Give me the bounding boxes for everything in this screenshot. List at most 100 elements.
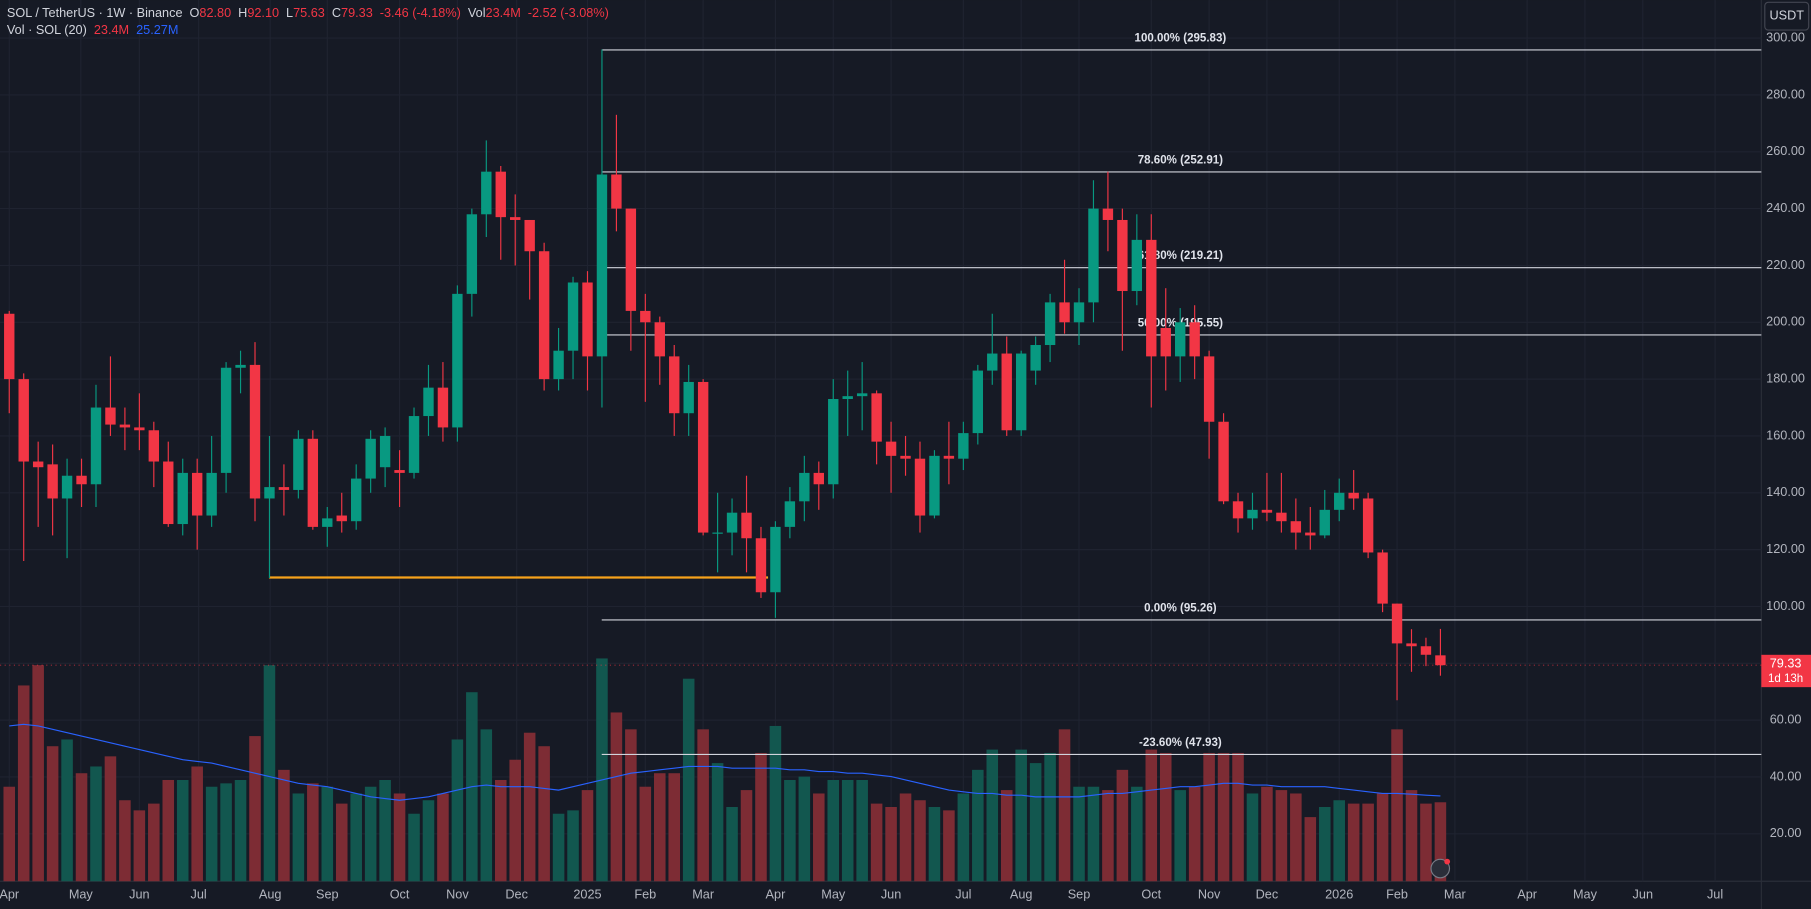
volume-bar bbox=[90, 766, 102, 882]
x-tick-label: Jun bbox=[129, 887, 149, 901]
volume-bar bbox=[957, 793, 970, 882]
candle-body bbox=[929, 455, 940, 516]
x-tick-label: Oct bbox=[390, 887, 410, 901]
volume-bar bbox=[1116, 769, 1129, 882]
volume-bar bbox=[740, 790, 753, 882]
volume-bar bbox=[1217, 752, 1230, 882]
x-tick-label: Jul bbox=[1707, 887, 1723, 901]
indicator-name: Vol · SOL (20) bbox=[7, 24, 87, 38]
y-tick-label: 200.00 bbox=[1766, 315, 1805, 329]
candle-body bbox=[1131, 239, 1143, 292]
volume-bar bbox=[1102, 790, 1114, 882]
ohlc-key: C bbox=[332, 6, 341, 20]
candle-body bbox=[206, 472, 217, 516]
candle-body bbox=[220, 367, 232, 473]
candle-body bbox=[47, 464, 58, 499]
volume-bar bbox=[191, 766, 203, 882]
candle-body bbox=[625, 208, 637, 311]
volume-bar bbox=[205, 786, 218, 882]
candle-body bbox=[18, 379, 29, 462]
replay-icon[interactable] bbox=[1430, 858, 1451, 879]
y-tick-label: 60.00 bbox=[1770, 712, 1802, 726]
volume-bar bbox=[119, 800, 131, 882]
fib-label: 100.00% (295.83) bbox=[1135, 32, 1227, 44]
candle-body bbox=[4, 313, 15, 380]
currency[interactable]: USDT bbox=[1769, 9, 1804, 23]
candle-body bbox=[134, 427, 145, 431]
volume-bar bbox=[625, 729, 637, 882]
countdown: 1d 13h bbox=[1768, 673, 1803, 685]
volume-bar bbox=[914, 800, 926, 882]
y-tick-label: 220.00 bbox=[1766, 258, 1805, 272]
candle-body bbox=[770, 526, 781, 593]
volume-bar bbox=[784, 779, 796, 882]
candle-body bbox=[1406, 643, 1417, 647]
volume-bar bbox=[278, 769, 290, 882]
y-tick-label: 240.00 bbox=[1766, 201, 1805, 215]
volume-bar bbox=[1145, 749, 1158, 882]
candle-body bbox=[423, 387, 434, 417]
price-badge bbox=[1761, 654, 1811, 688]
x-tick-label: Aug bbox=[1010, 887, 1033, 901]
x-tick-label: Apr bbox=[0, 887, 20, 901]
volume-bar bbox=[1246, 793, 1259, 882]
volume-bar bbox=[639, 786, 652, 882]
candle-body bbox=[336, 515, 347, 522]
change: -3.46 (-4.18%) bbox=[380, 6, 461, 20]
volume-bar bbox=[1362, 803, 1374, 882]
volume-bar bbox=[1333, 800, 1345, 882]
vol-value: 23.4M bbox=[486, 6, 521, 20]
candle-body bbox=[1044, 302, 1056, 346]
candle-body bbox=[1377, 552, 1388, 604]
candle-body bbox=[235, 364, 246, 368]
y-tick-label: 300.00 bbox=[1766, 30, 1805, 44]
candle-body bbox=[799, 472, 810, 502]
x-tick-label: Mar bbox=[1444, 887, 1467, 901]
candle-body bbox=[365, 438, 376, 479]
candle-body bbox=[1290, 521, 1302, 533]
x-tick-label: May bbox=[1573, 887, 1598, 901]
fib-label: 78.60% (252.91) bbox=[1138, 154, 1223, 166]
ohlc-value: 82.80 bbox=[199, 6, 231, 20]
candle-body bbox=[495, 171, 506, 218]
volume-bar bbox=[682, 678, 695, 882]
candle-body bbox=[611, 174, 622, 209]
volume-bar bbox=[1290, 793, 1302, 882]
candle-body bbox=[105, 407, 116, 425]
candle-body bbox=[1435, 655, 1446, 666]
volume-bar bbox=[408, 813, 420, 882]
candle-body bbox=[1420, 646, 1432, 655]
volume-bar bbox=[1232, 752, 1244, 882]
currency-badge[interactable] bbox=[1764, 1, 1810, 31]
candle-body bbox=[524, 219, 535, 252]
volume-bar bbox=[668, 773, 681, 882]
ohlc-key: O bbox=[190, 6, 200, 20]
candle-body bbox=[567, 282, 579, 351]
volume-bar bbox=[437, 793, 449, 882]
y-tick-label: 260.00 bbox=[1766, 144, 1805, 158]
fib-label: -23.60% (47.93) bbox=[1139, 737, 1222, 749]
x-tick-label: Feb bbox=[634, 887, 656, 901]
volume-bar bbox=[870, 803, 883, 882]
volume-bar bbox=[1044, 752, 1056, 882]
candle-body bbox=[697, 381, 709, 533]
x-tick-label: Sep bbox=[1068, 887, 1091, 901]
candle-body bbox=[842, 396, 853, 400]
volume-bar bbox=[1347, 803, 1360, 882]
candle-body bbox=[1189, 322, 1200, 357]
volume-bar bbox=[1376, 793, 1389, 882]
candle-body bbox=[972, 370, 984, 434]
candle-body bbox=[900, 455, 911, 459]
volume-bar bbox=[581, 790, 594, 882]
volume-bar bbox=[1015, 749, 1027, 882]
volume-bar bbox=[610, 712, 623, 882]
volume-bar bbox=[75, 773, 88, 882]
candle-body bbox=[1001, 353, 1012, 431]
ohlc-key: H bbox=[238, 6, 247, 20]
volume-bar bbox=[943, 810, 955, 882]
x-tick-label: May bbox=[821, 887, 846, 901]
volume-bar bbox=[393, 793, 406, 882]
candle-body bbox=[1160, 327, 1171, 357]
x-tick-label: 2025 bbox=[573, 887, 601, 901]
